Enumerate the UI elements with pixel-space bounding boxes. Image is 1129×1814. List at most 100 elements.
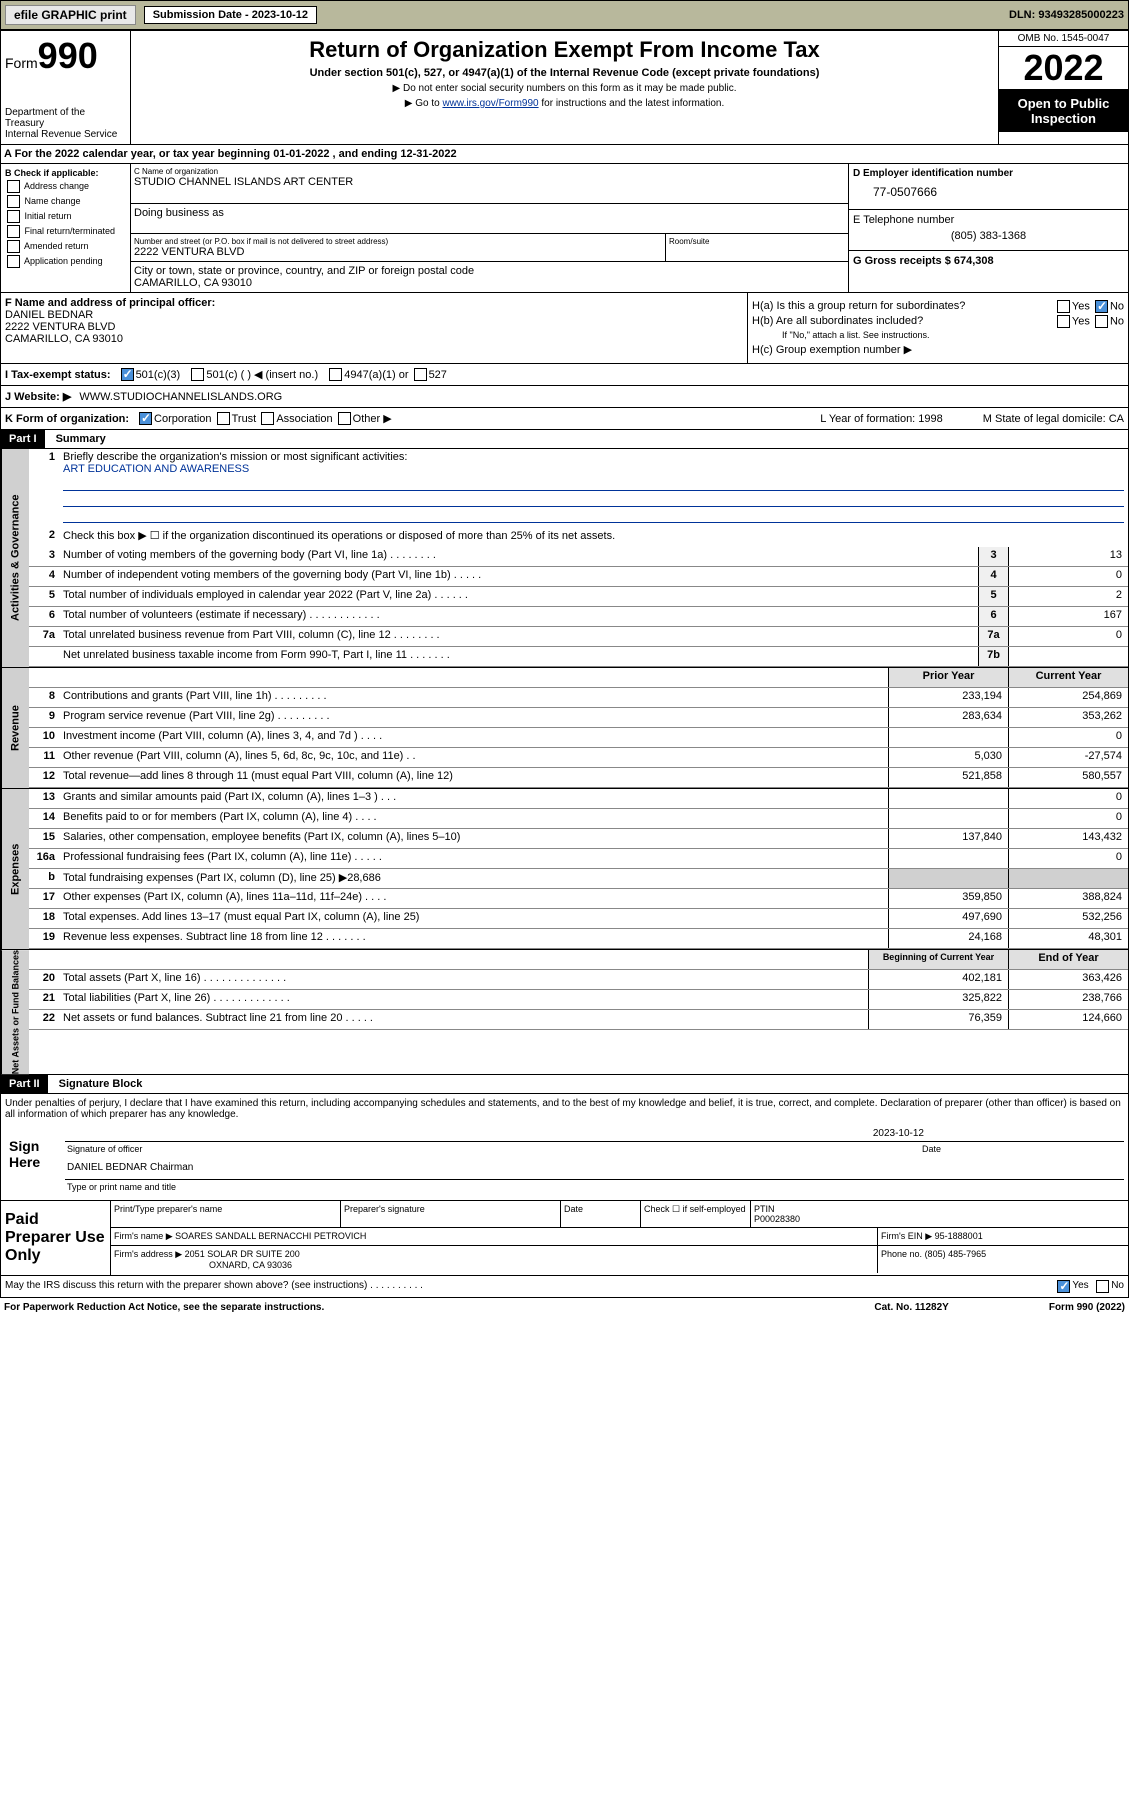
- lbl-final: Final return/terminated: [25, 226, 116, 236]
- current-year-hdr: Current Year: [1008, 668, 1128, 687]
- addr-label: Number and street (or P.O. box if mail i…: [134, 237, 662, 246]
- firm-addr1: 2051 SOLAR DR SUITE 200: [185, 1249, 300, 1259]
- part1-header: Part I: [1, 430, 45, 448]
- tel-label: E Telephone number: [853, 214, 1124, 226]
- firm-ein: 95-1888001: [935, 1231, 983, 1241]
- tel-value: (805) 383-1368: [853, 226, 1124, 246]
- summary-row: bTotal fundraising expenses (Part IX, co…: [29, 869, 1128, 889]
- org-city: CAMARILLO, CA 93010: [134, 277, 845, 289]
- part2-title: Signature Block: [59, 1078, 143, 1090]
- chk-initial[interactable]: [7, 210, 20, 223]
- vlabel-net: Net Assets or Fund Balances: [1, 950, 29, 1074]
- summary-row: 7aTotal unrelated business revenue from …: [29, 627, 1128, 647]
- lbl-name: Name change: [25, 196, 81, 206]
- dln: DLN: 93493285000223: [1009, 9, 1124, 21]
- gross-label: G Gross receipts $: [853, 255, 951, 267]
- self-emp-hdr: Check ☐ if self-employed: [641, 1201, 751, 1227]
- lbl-corp: Corporation: [154, 413, 211, 425]
- irs-label: Internal Revenue Service: [5, 129, 126, 140]
- chk-final[interactable]: [7, 225, 20, 238]
- net-section: Net Assets or Fund Balances Beginning of…: [0, 950, 1129, 1075]
- lbl-4947: 4947(a)(1) or: [344, 369, 408, 381]
- chk-trust[interactable]: [217, 412, 230, 425]
- discuss-yes[interactable]: [1057, 1280, 1070, 1293]
- form-number: 990: [38, 35, 98, 76]
- ha-yes[interactable]: [1057, 300, 1070, 313]
- ssn-note: ▶ Do not enter social security numbers o…: [137, 83, 992, 94]
- gross-value: 674,308: [954, 255, 994, 267]
- part1-bar: Part I Summary: [0, 430, 1129, 449]
- form-word: Form: [5, 55, 38, 71]
- firm-addr2: OXNARD, CA 93036: [114, 1260, 292, 1270]
- gov-section: Activities & Governance 1Briefly describ…: [0, 449, 1129, 668]
- rev-section: Revenue bPrior YearCurrent Year 8Contrib…: [0, 668, 1129, 789]
- discuss-text: May the IRS discuss this return with the…: [5, 1280, 1055, 1293]
- hc-label: H(c) Group exemption number ▶: [752, 343, 1124, 356]
- prep-sig-hdr: Preparer's signature: [341, 1201, 561, 1227]
- summary-row: 3Number of voting members of the governi…: [29, 547, 1128, 567]
- summary-row: 5Total number of individuals employed in…: [29, 587, 1128, 607]
- bottom-line: For Paperwork Reduction Act Notice, see …: [0, 1298, 1129, 1317]
- chk-assoc[interactable]: [261, 412, 274, 425]
- summary-row: 11Other revenue (Part VIII, column (A), …: [29, 748, 1128, 768]
- row-j: J Website: ▶ WWW.STUDIOCHANNELISLANDS.OR…: [0, 386, 1129, 408]
- discuss-no[interactable]: [1096, 1280, 1109, 1293]
- section-b-row: B Check if applicable: Address change Na…: [0, 164, 1129, 293]
- form-title: Return of Organization Exempt From Incom…: [137, 37, 992, 63]
- phone-val: (805) 485-7965: [925, 1249, 987, 1259]
- mission: ART EDUCATION AND AWARENESS: [63, 463, 249, 475]
- firm-ein-lbl: Firm's EIN ▶: [881, 1231, 932, 1241]
- period-row: A For the 2022 calendar year, or tax yea…: [0, 145, 1129, 164]
- chk-527[interactable]: [414, 368, 427, 381]
- efile-print-button[interactable]: efile GRAPHIC print: [5, 5, 136, 25]
- hb-yes[interactable]: [1057, 315, 1070, 328]
- end-year-hdr: End of Year: [1008, 950, 1128, 969]
- officer-label: F Name and address of principal officer:: [5, 297, 743, 309]
- dba-label: Doing business as: [134, 207, 845, 219]
- chk-other[interactable]: [338, 412, 351, 425]
- ptin-hdr: PTIN: [754, 1204, 775, 1214]
- phone-lbl: Phone no.: [881, 1249, 922, 1259]
- box-f: F Name and address of principal officer:…: [1, 293, 748, 363]
- period-text: For the 2022 calendar year, or tax year …: [15, 148, 457, 160]
- k-label: K Form of organization:: [5, 413, 129, 425]
- box-b-title: B Check if applicable:: [5, 168, 126, 178]
- lbl-501c3: 501(c)(3): [136, 369, 181, 381]
- header-right: OMB No. 1545-0047 2022 Open to Public In…: [998, 31, 1128, 144]
- summary-row: 17Other expenses (Part IX, column (A), l…: [29, 889, 1128, 909]
- firm-name-lbl: Firm's name ▶: [114, 1231, 173, 1241]
- box-de: D Employer identification number 77-0507…: [848, 164, 1128, 292]
- summary-row: 21Total liabilities (Part X, line 26) . …: [29, 990, 1128, 1010]
- sign-here: Sign Here: [5, 1128, 65, 1196]
- preparer-section: Paid Preparer Use Only Print/Type prepar…: [0, 1201, 1129, 1276]
- form-footer: Form 990 (2022): [1049, 1302, 1125, 1313]
- prior-year-hdr: Prior Year: [888, 668, 1008, 687]
- section-fh: F Name and address of principal officer:…: [0, 293, 1129, 364]
- officer-addr2: CAMARILLO, CA 93010: [5, 333, 743, 345]
- chk-pending[interactable]: [7, 255, 20, 268]
- chk-address[interactable]: [7, 180, 20, 193]
- submission-date: Submission Date - 2023-10-12: [144, 6, 317, 24]
- chk-501c3[interactable]: [121, 368, 134, 381]
- box-h: H(a) Is this a group return for subordin…: [748, 293, 1128, 363]
- begin-year-hdr: Beginning of Current Year: [868, 950, 1008, 969]
- chk-name[interactable]: [7, 195, 20, 208]
- ha-no[interactable]: [1095, 300, 1108, 313]
- summary-row: 16aProfessional fundraising fees (Part I…: [29, 849, 1128, 869]
- prep-name-hdr: Print/Type preparer's name: [111, 1201, 341, 1227]
- hb-note: If "No," attach a list. See instructions…: [752, 330, 1124, 340]
- chk-amended[interactable]: [7, 240, 20, 253]
- hb-no[interactable]: [1095, 315, 1108, 328]
- summary-row: 14Benefits paid to or for members (Part …: [29, 809, 1128, 829]
- chk-501c[interactable]: [191, 368, 204, 381]
- chk-corp[interactable]: [139, 412, 152, 425]
- room-label: Room/suite: [669, 237, 845, 246]
- summary-row: 8Contributions and grants (Part VIII, li…: [29, 688, 1128, 708]
- org-name: STUDIO CHANNEL ISLANDS ART CENTER: [134, 176, 845, 188]
- lbl-initial: Initial return: [25, 211, 72, 221]
- summary-row: 15Salaries, other compensation, employee…: [29, 829, 1128, 849]
- chk-4947[interactable]: [329, 368, 342, 381]
- summary-row: 10Investment income (Part VIII, column (…: [29, 728, 1128, 748]
- box-c: C Name of organization STUDIO CHANNEL IS…: [131, 164, 848, 292]
- irs-link[interactable]: www.irs.gov/Form990: [442, 98, 538, 109]
